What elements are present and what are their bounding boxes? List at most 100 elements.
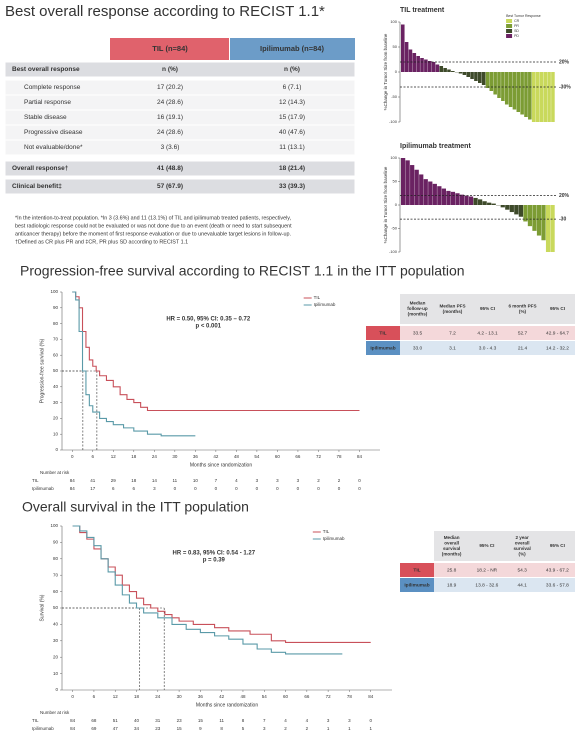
y-tick-label: 50	[393, 179, 398, 184]
risk-count: 2	[338, 478, 341, 483]
y-tick-label: 10	[53, 431, 59, 436]
risk-count: 0	[369, 718, 372, 723]
risk-count: 3	[327, 718, 330, 723]
column-header: 6 month PFS (%)	[508, 303, 536, 314]
row-label: Progressive disease	[24, 129, 83, 136]
table-row	[4, 139, 356, 156]
legend-label: CR	[514, 19, 520, 23]
table-cell: 18 (21.4)	[279, 165, 305, 172]
bar	[462, 72, 467, 75]
x-tick-label: 84	[368, 694, 374, 699]
y-tick-label: 80	[53, 321, 59, 326]
table-cell: 44.1	[517, 582, 527, 588]
bar	[527, 205, 533, 227]
x-tick-label: 78	[347, 694, 353, 699]
y-tick-label: 0	[55, 447, 58, 452]
row-name-cell	[400, 563, 434, 577]
bar	[528, 72, 532, 120]
column-header: 95% CI	[479, 543, 494, 548]
bar	[478, 72, 482, 83]
section-title: Best overall response according to RECIS…	[5, 3, 325, 20]
risk-count: 8	[242, 718, 245, 723]
bar	[420, 58, 424, 72]
risk-count: 0	[358, 478, 361, 483]
bar	[491, 203, 496, 205]
bar	[514, 205, 519, 215]
legend-swatch	[506, 29, 513, 33]
bar	[474, 72, 478, 81]
table-cell: 16 (19.1)	[157, 114, 183, 121]
table-cell: 3 (3.6)	[161, 144, 180, 151]
risk-count: 6	[112, 486, 115, 491]
column-header: 95% CI	[550, 543, 565, 548]
bar	[512, 72, 517, 110]
legend-swatch	[506, 24, 513, 28]
x-tick-label: 6	[93, 694, 96, 699]
x-tick-label: 0	[71, 694, 74, 699]
bar	[485, 72, 490, 88]
reference-label: -30	[559, 216, 566, 222]
column-header: Median PFS (months)	[439, 303, 465, 314]
risk-count: 84	[70, 726, 76, 731]
risk-count: 0	[194, 486, 197, 491]
table-cell: 3.0 - 4.3	[479, 345, 497, 351]
bar	[416, 56, 420, 72]
bar	[464, 195, 469, 205]
bar	[516, 72, 521, 112]
risk-count: 3	[263, 726, 266, 731]
risk-count: 47	[113, 726, 119, 731]
x-tick-label: 30	[177, 694, 183, 699]
x-tick-label: 48	[234, 454, 240, 459]
table-row	[4, 61, 356, 78]
table-cell: 41 (48.8)	[157, 165, 183, 172]
y-tick-label: 90	[53, 540, 59, 545]
risk-row-name: TIL	[32, 718, 39, 723]
annotation: p = 0.39	[203, 558, 226, 564]
legend-label: Ipilimumab	[323, 536, 345, 541]
y-tick-label: 50	[53, 368, 59, 373]
x-tick-label: 66	[304, 694, 310, 699]
reference-label: 20%	[559, 59, 570, 65]
risk-count: 1	[327, 726, 330, 731]
risk-count: 0	[215, 486, 218, 491]
footnote: anticancer therapy) before the moment of…	[15, 231, 291, 237]
table-cell: 6 (7.1)	[283, 84, 302, 91]
bar	[478, 199, 483, 205]
risk-count: 18	[131, 478, 137, 483]
y-tick-label: -100	[389, 119, 398, 124]
bar	[423, 179, 428, 205]
table-cell: 24 (28.6)	[157, 99, 183, 106]
x-tick-label: 30	[172, 454, 178, 459]
legend-label: Ipilimumab	[314, 302, 336, 307]
survival-curve	[72, 291, 196, 437]
y-tick-label: 100	[390, 19, 397, 24]
bar	[450, 191, 456, 205]
table-cell: 57 (67.9)	[157, 183, 183, 190]
x-tick-label: 54	[254, 454, 260, 459]
bar	[481, 72, 486, 85]
chart-title: TIL treatment	[400, 7, 445, 14]
row-name: Ipilimumab	[404, 582, 429, 588]
risk-count: 84	[70, 486, 76, 491]
risk-count: 0	[317, 486, 320, 491]
y-tick-label: 60	[53, 589, 59, 594]
x-tick-label: 54	[262, 694, 268, 699]
risk-label: Number at risk	[40, 470, 70, 475]
section-title: Overall survival in the ITT population	[22, 499, 249, 515]
column-header: Median follow-up (months)	[407, 301, 428, 317]
x-tick-label: 42	[219, 694, 225, 699]
legend-title: Best Tumor Response	[506, 14, 541, 18]
bar	[541, 205, 546, 241]
y-tick-label: 20	[53, 654, 59, 659]
bar	[459, 194, 465, 205]
bar	[524, 72, 528, 117]
risk-count: 2	[317, 478, 320, 483]
bar	[508, 72, 513, 107]
bar	[489, 72, 494, 91]
x-tick-label: 72	[316, 454, 322, 459]
table-cell: 3.1	[449, 345, 456, 351]
y-tick-label: 100	[50, 523, 58, 528]
bar	[414, 169, 419, 205]
bar	[523, 205, 528, 222]
x-tick-label: 48	[240, 694, 246, 699]
